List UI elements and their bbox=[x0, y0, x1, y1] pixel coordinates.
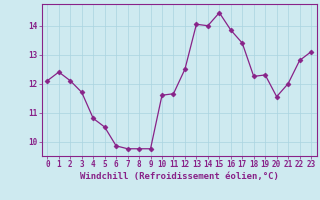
X-axis label: Windchill (Refroidissement éolien,°C): Windchill (Refroidissement éolien,°C) bbox=[80, 172, 279, 181]
